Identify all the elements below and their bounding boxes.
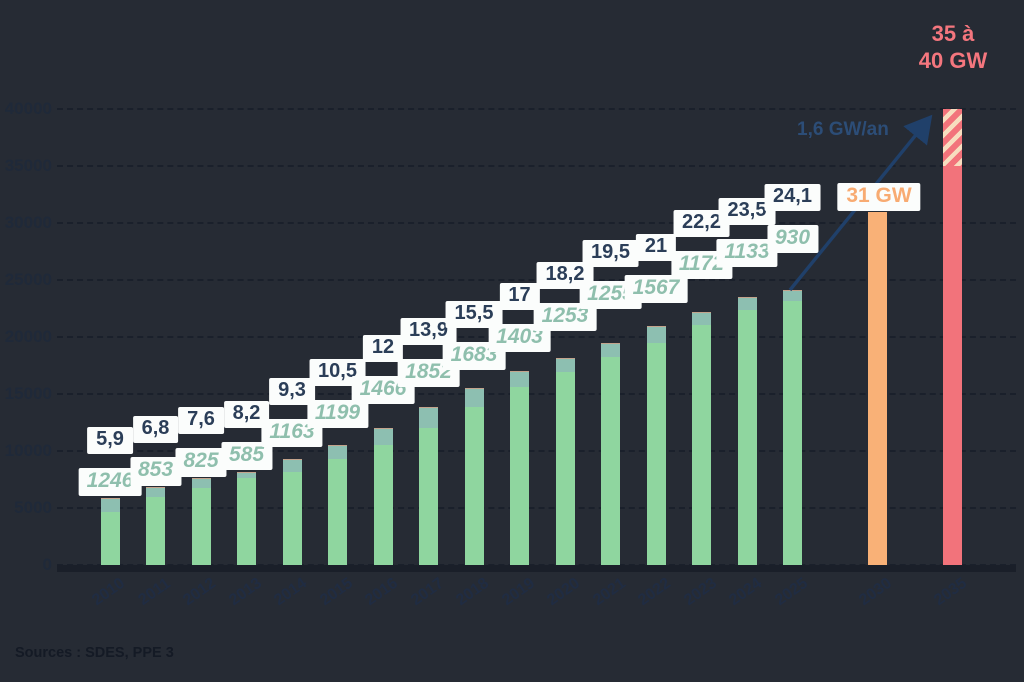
bar-new-capacity-segment-2022 bbox=[646, 325, 666, 344]
annual-additions-label-2025: 930 bbox=[766, 225, 819, 254]
growth-rate-label: 1,6 GW/an bbox=[797, 119, 889, 140]
bar-2023 bbox=[692, 311, 711, 565]
bar-new-capacity-segment-2010 bbox=[100, 497, 120, 512]
projection-2030-label: 31 GW bbox=[837, 183, 921, 211]
bar-2017 bbox=[419, 406, 438, 565]
cumulative-label-2021: 19,5 bbox=[582, 239, 639, 267]
gridline-35000 bbox=[57, 165, 1016, 167]
cumulative-label-2011: 6,8 bbox=[132, 416, 179, 444]
cumulative-label-2022: 21 bbox=[635, 233, 677, 261]
bar-2010 bbox=[100, 497, 120, 565]
bar-2022 bbox=[646, 325, 666, 565]
annual-additions-label-2015: 1199 bbox=[306, 400, 369, 429]
y-axis-tick-label-5000: 5000 bbox=[14, 498, 52, 517]
bar-new-capacity-segment-2014 bbox=[282, 458, 302, 473]
gridline-30000 bbox=[57, 222, 1016, 224]
cumulative-label-2016: 12 bbox=[362, 335, 404, 363]
cumulative-label-2010: 5,9 bbox=[87, 426, 133, 454]
bar-new-capacity-segment-2013 bbox=[237, 471, 256, 479]
bar-new-capacity-segment-2018 bbox=[464, 388, 484, 408]
gridline-15000 bbox=[57, 393, 1016, 395]
bar-2024 bbox=[737, 297, 757, 565]
bar-new-capacity-segment-2021 bbox=[601, 342, 620, 357]
bar-new-capacity-segment-2012 bbox=[191, 478, 211, 488]
gridline-25000 bbox=[57, 279, 1016, 281]
bar-2013 bbox=[237, 471, 256, 565]
bar-2011 bbox=[146, 487, 165, 565]
bar-new-capacity-segment-2019 bbox=[510, 371, 529, 388]
y-axis-tick-label-35000: 35000 bbox=[4, 156, 52, 175]
cumulative-label-2019: 17 bbox=[499, 283, 540, 311]
y-axis-tick-label-40000: 40000 bbox=[4, 99, 52, 118]
annual-additions-label-2019: 1403 bbox=[488, 324, 551, 353]
bar-new-capacity-segment-2011 bbox=[146, 487, 165, 498]
bar-2020 bbox=[555, 357, 575, 565]
annual-additions-label-2022: 1567 bbox=[624, 274, 688, 303]
bar-2016 bbox=[373, 428, 393, 565]
projection-2035-label-line2: 40 GW bbox=[918, 48, 988, 73]
gridline-10000 bbox=[57, 450, 1016, 452]
bar-2019 bbox=[510, 371, 529, 565]
bar-2021 bbox=[601, 342, 620, 565]
x-axis-label-2030: 2030 bbox=[856, 574, 896, 610]
annual-additions-label-2013: 585 bbox=[220, 441, 273, 470]
bar-new-capacity-segment-2023 bbox=[692, 311, 711, 326]
bar-2018 bbox=[464, 388, 484, 565]
cumulative-label-2014: 9,3 bbox=[269, 377, 315, 405]
bar-2014 bbox=[282, 458, 302, 565]
gridline-5000 bbox=[57, 507, 1016, 509]
projection-2035-label-line1: 35 à bbox=[931, 21, 975, 46]
cumulative-label-2012: 7,6 bbox=[178, 407, 224, 435]
annual-additions-label-2012: 825 bbox=[175, 448, 227, 477]
y-axis-tick-label-30000: 30000 bbox=[4, 213, 52, 232]
baseline bbox=[57, 565, 1016, 572]
x-axis-label-2035: 2035 bbox=[931, 574, 971, 610]
bar-2035 bbox=[942, 109, 962, 565]
cumulative-label-2018: 15,5 bbox=[445, 301, 503, 329]
bar-2015 bbox=[328, 445, 347, 565]
annual-additions-label-2017: 1852 bbox=[397, 358, 460, 387]
projection-2035-label: 35 à 40 GW bbox=[919, 20, 987, 74]
cumulative-label-2025: 24,1 bbox=[764, 184, 821, 212]
bar-new-capacity-segment-2024 bbox=[737, 297, 757, 310]
bar-2030 bbox=[867, 211, 887, 565]
bar-new-capacity-segment-2017 bbox=[419, 406, 438, 428]
annual-additions-label-2018: 1683 bbox=[442, 342, 506, 371]
annual-additions-label-2016: 1466 bbox=[351, 376, 415, 405]
bar-2012 bbox=[191, 478, 211, 565]
y-axis-tick-label-20000: 20000 bbox=[4, 327, 52, 346]
source-note: Sources : SDES, PPE 3 bbox=[15, 645, 174, 661]
bar-new-capacity-segment-2020 bbox=[555, 357, 575, 372]
y-axis-tick-label-10000: 10000 bbox=[4, 441, 52, 460]
y-axis-tick-label-0: 0 bbox=[42, 555, 52, 574]
annual-additions-label-2014: 1163 bbox=[261, 418, 323, 448]
bar-new-capacity-segment-2015 bbox=[328, 445, 347, 459]
y-axis-tick-label-25000: 25000 bbox=[4, 270, 52, 289]
y-axis-tick-label-15000: 15000 bbox=[4, 384, 52, 403]
bar-2025 bbox=[783, 290, 802, 565]
bar-new-capacity-segment-2016 bbox=[373, 428, 393, 445]
bar-new-capacity-segment-2025 bbox=[783, 290, 802, 301]
gridline-40000 bbox=[57, 108, 1016, 110]
annual-additions-label-2011: 853 bbox=[129, 457, 182, 486]
bar-2035-hatched-range bbox=[942, 109, 962, 166]
